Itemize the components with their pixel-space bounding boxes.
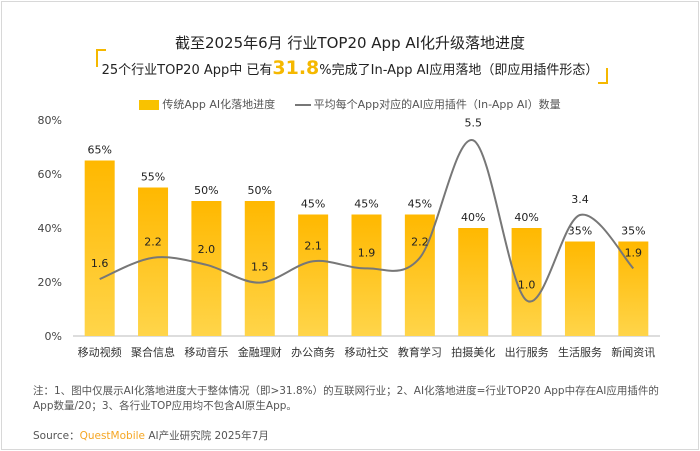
- bar: [351, 214, 382, 336]
- chart-title: 截至2025年6月 行业TOP20 App AI化升级落地进度: [174, 34, 526, 52]
- line-label: 2.2: [144, 236, 162, 249]
- bar-label: 55%: [141, 171, 165, 184]
- line-label: 5.5: [464, 116, 482, 129]
- chart-subtitle: 25个行业TOP20 App中 已有31.8%完成了In-App AI应用落地（…: [0, 57, 700, 79]
- line-label: 1.5: [251, 261, 269, 274]
- x-tick-label: 出行服务: [505, 345, 549, 359]
- x-tick-label: 拍摄美化: [451, 345, 495, 359]
- y-tick-label: 20%: [38, 276, 62, 289]
- bar: [244, 201, 275, 336]
- x-tick-label: 新闻资讯: [611, 345, 655, 359]
- bracket-left: [96, 49, 106, 67]
- bar-label: 35%: [568, 225, 592, 238]
- line-label: 2.0: [198, 243, 216, 256]
- line-label: 1.9: [625, 246, 643, 259]
- y-tick-label: 0%: [45, 330, 62, 343]
- line-label: 1.6: [91, 257, 109, 270]
- source-rest: AI产业研究院 2025年7月: [145, 430, 269, 442]
- y-tick-label: 80%: [38, 114, 62, 127]
- bar: [404, 214, 435, 336]
- bar-label: 65%: [87, 144, 111, 157]
- line-label: 1.0: [518, 278, 536, 291]
- bracket-right: [598, 68, 608, 84]
- bar: [458, 228, 489, 336]
- bar-label: 40%: [514, 211, 538, 224]
- x-tick-label: 金融理财: [238, 345, 282, 359]
- source-label: Source：: [33, 430, 80, 442]
- bar: [564, 241, 595, 336]
- line-label: 1.9: [358, 246, 376, 259]
- line-label: 2.1: [304, 239, 322, 252]
- subtitle-highlight: 31.8: [272, 57, 320, 79]
- legend-bar-label: 传统App AI化落地进度: [162, 98, 276, 111]
- subtitle-suffix: %完成了In-App AI应用落地（即应用插件形态）: [319, 63, 599, 78]
- x-tick-label: 移动音乐: [184, 345, 228, 359]
- legend-line-swatch: [294, 104, 311, 106]
- legend-bar-swatch: [139, 100, 160, 110]
- x-tick-label: 移动社交: [345, 345, 389, 359]
- x-tick-label: 聚合信息: [131, 345, 175, 359]
- footnote: 注：1、图中仅展示AI化落地进度大于整体情况（即>31.8%）的互联网行业；2、…: [33, 385, 659, 412]
- line-label: 3.4: [571, 193, 589, 206]
- x-tick-label: 办公商务: [291, 345, 335, 359]
- line-label: 2.2: [411, 236, 429, 249]
- bar-label: 50%: [194, 184, 218, 197]
- bar: [84, 160, 115, 336]
- bar-label: 35%: [621, 225, 645, 238]
- y-tick-label: 60%: [38, 168, 62, 181]
- bar-label: 45%: [301, 198, 325, 211]
- line-series: [99, 139, 635, 303]
- x-tick-label: 移动视频: [78, 345, 122, 359]
- bar: [298, 214, 329, 336]
- x-tick-label: 生活服务: [558, 345, 602, 359]
- y-tick-label: 40%: [38, 222, 62, 235]
- source: Source：QuestMobile AI产业研究院 2025年7月: [33, 428, 269, 443]
- bar-label: 50%: [248, 184, 272, 197]
- bar-label: 45%: [354, 198, 378, 211]
- bar-label: 40%: [461, 211, 485, 224]
- legend: 传统App AI化落地进度 平均每个App对应的AI应用插件（In-App AI…: [0, 96, 700, 112]
- legend-line-label: 平均每个App对应的AI应用插件（In-App AI）数量: [313, 98, 561, 111]
- x-tick-label: 教育学习: [398, 345, 442, 359]
- bar: [138, 187, 169, 336]
- bar: [618, 241, 649, 336]
- subtitle-prefix: 25个行业TOP20 App中 已有: [101, 63, 273, 78]
- bar-label: 45%: [408, 198, 432, 211]
- source-brand: QuestMobile: [79, 430, 145, 442]
